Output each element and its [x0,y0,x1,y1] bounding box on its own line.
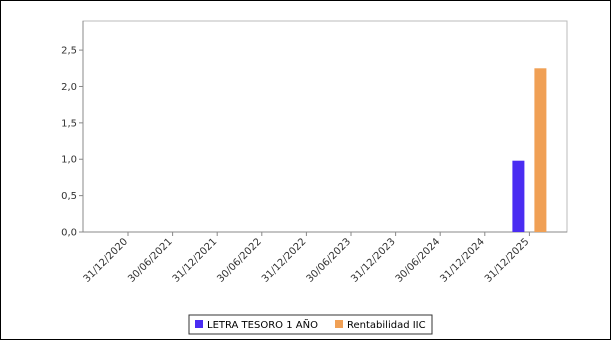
y-tick-label: 1,5 [61,118,77,129]
x-tick-label: 31/12/2023 [349,236,398,285]
bar-series-2-31-12-2025 [534,68,547,232]
legend-box [188,314,433,335]
x-axis-ticks: 31/12/202030/06/202131/12/202130/06/2022… [82,232,532,285]
y-tick-label: 2,5 [61,46,77,57]
bars [512,68,547,232]
legend-label-series-1: LETRA TESORO 1 AÑO [207,318,318,331]
legend-label-series-2: Rentabilidad IIC [347,320,426,331]
bar-series-1-31-12-2025 [512,160,525,232]
legend: LETRA TESORO 1 AÑO Rentabilidad IIC [188,314,433,335]
y-tick-label: 0,5 [61,191,77,202]
legend-swatch-series-2 [335,320,343,328]
x-tick-label: 30/06/2022 [215,236,264,285]
x-tick-label: 31/12/2024 [438,236,487,285]
x-tick-label: 30/06/2024 [394,236,443,285]
x-tick-label: 31/12/2021 [171,236,220,285]
y-tick-label: 2,0 [61,82,77,93]
x-tick-label: 31/12/2025 [483,236,532,285]
plot-area [82,20,568,233]
x-tick-label: 31/12/2022 [260,236,309,285]
y-tick-label: 0,0 [61,228,77,239]
x-tick-label: 31/12/2020 [82,236,131,285]
legend-swatch-series-1 [195,320,203,328]
x-tick-label: 30/06/2023 [305,236,354,285]
y-tick-label: 1,0 [61,155,77,166]
x-tick-label: 30/06/2021 [126,236,175,285]
y-axis-ticks: 0,0 0,5 1,0 1,5 2,0 2,5 [61,46,83,239]
